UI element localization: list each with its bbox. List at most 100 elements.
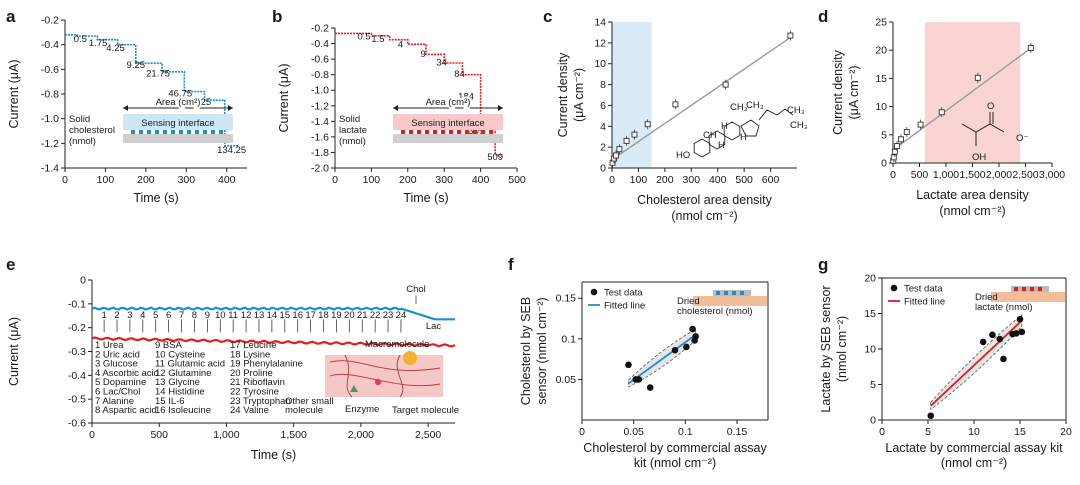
panel-e-analyte-legend: 2 Uric acid bbox=[95, 349, 140, 360]
panel-a-ytick-label: -0.6 bbox=[41, 64, 59, 76]
panel-g-ytick-label: 5 bbox=[870, 379, 876, 391]
panel-e-analyte-legend: 9 BSA bbox=[155, 340, 183, 351]
panel-c-xtick-label: 400 bbox=[709, 174, 727, 186]
panel-d-data-point bbox=[894, 143, 900, 150]
panel-b-xtick-label: 200 bbox=[399, 174, 417, 186]
panel-b-ytick-label: -1.4 bbox=[311, 116, 329, 128]
panel-g-legend-fitted-line: Fitted line bbox=[904, 297, 945, 308]
panel-e-inset-label: Other small bbox=[285, 396, 334, 407]
panel-a-ytick-label: -0.2 bbox=[41, 15, 59, 27]
panel-label-g: g bbox=[818, 255, 828, 274]
panel-e-xtick-label: 2,000 bbox=[348, 429, 374, 441]
panel-c-structure-label: HO bbox=[676, 150, 690, 161]
panel-b-xtick-label: 500 bbox=[508, 174, 526, 186]
panel-label-b: b bbox=[272, 7, 282, 26]
panel-f-legend-test-data: Test data bbox=[604, 288, 643, 299]
panel-d: 0 500 1,000 1,500 2,000 2,500 3,000 0 5 10 15 20 25 L… bbox=[831, 17, 1065, 219]
panel-c-xlabel: Cholesterol area density bbox=[637, 193, 773, 207]
panel-e-injection-label: 23 bbox=[383, 310, 394, 321]
panel-e-analyte-legend: 1 Urea bbox=[95, 340, 124, 351]
panel-f-inset-particle bbox=[732, 291, 736, 295]
panel-a-ytick-label: -0.4 bbox=[41, 39, 59, 51]
panel-label-f: f bbox=[508, 255, 514, 274]
panel-c-structure-label: CH bbox=[703, 130, 717, 141]
panel-b-xlabel: Time (s) bbox=[403, 191, 448, 205]
panel-f-test-data-point bbox=[683, 343, 690, 351]
panel-d-lactate-structure bbox=[961, 112, 1005, 146]
panel-a-solid-particle bbox=[203, 130, 207, 134]
panel-g-xtick-label: 15 bbox=[1014, 426, 1026, 438]
panel-a-xlabel: Time (s) bbox=[133, 191, 178, 205]
panel-f-test-data-point bbox=[635, 376, 643, 383]
panel-b: 0 100 200 300 400 500 -0.2 -0.4 -0.6 -0.8 -1.0 -1.2… bbox=[277, 23, 526, 206]
panel-label-a: a bbox=[6, 7, 16, 26]
panel-e-analyte-legend: 13 Glycine bbox=[155, 377, 200, 388]
panel-g-test-data-point bbox=[927, 412, 935, 420]
panel-f-test-data-point bbox=[625, 361, 632, 369]
panel-c-data-point bbox=[672, 101, 679, 108]
panel-e-injection-label: 4 bbox=[140, 310, 145, 321]
panel-g-xlabel-unit: (nmol cm⁻²) bbox=[941, 456, 1007, 470]
panel-d-fit-line bbox=[892, 46, 1033, 151]
panel-b-step-label: 0.5 bbox=[358, 32, 371, 43]
panel-c-xtick-label: 100 bbox=[630, 174, 648, 186]
panel-g-xtick-label: 10 bbox=[968, 426, 980, 438]
panel-c-structure-label: H bbox=[740, 132, 747, 143]
panel-g-test-data-point bbox=[1016, 315, 1024, 323]
panel-a-step-label: 134.25 bbox=[217, 145, 246, 156]
panel-g-test-data-point bbox=[996, 335, 1004, 343]
panel-e-analyte-legend: 22 Tyrosine bbox=[230, 387, 279, 398]
panel-e-xtick-label: 1,500 bbox=[281, 429, 307, 441]
panel-f-inset-particle bbox=[740, 291, 744, 295]
panel-b-ytick-label: -1.8 bbox=[311, 147, 329, 159]
panel-f-legend-marker-test-data bbox=[590, 288, 598, 296]
panel-e-injection-label: 17 bbox=[305, 310, 316, 321]
panel-b-step-label: 4 bbox=[398, 39, 403, 50]
panel-e-analyte-legend: 24 Valine bbox=[230, 405, 269, 416]
panel-b-step-label: 9 bbox=[420, 49, 425, 60]
panel-d-xtick-label: 2,500 bbox=[1012, 169, 1038, 181]
panel-g-inset-skin bbox=[991, 292, 1065, 302]
panel-a-step-label: 46.75 bbox=[168, 88, 192, 99]
panel-b-sensing-interface-box bbox=[393, 114, 503, 130]
panel-c-structure-label: CH₃ bbox=[746, 100, 764, 111]
panel-g-xtick-label: 5 bbox=[925, 426, 931, 438]
panel-e-injection-label: 19 bbox=[331, 310, 342, 321]
panel-b-ytick-label: -0.2 bbox=[311, 23, 329, 35]
panel-e-analyte-legend: 7 Alanine bbox=[95, 396, 134, 407]
panel-c-ylabel-unit: (μA cm⁻²) bbox=[572, 68, 586, 122]
panel-d-xtick-label: 2,000 bbox=[986, 169, 1012, 181]
panel-g-test-data-point bbox=[979, 338, 987, 346]
panel-g-xtick-label: 0 bbox=[879, 426, 885, 438]
panel-d-ylabel-unit: (μA cm⁻²) bbox=[847, 65, 861, 119]
panel-d-ytick-label: 5 bbox=[881, 129, 887, 141]
panel-f-xlabel-unit: kit (nmol cm⁻²) bbox=[634, 456, 716, 470]
panel-e-injection-label: 3 bbox=[127, 310, 132, 321]
panel-e-inset-small-molecule bbox=[350, 385, 358, 392]
panel-f-xtick-label: 0 bbox=[579, 426, 585, 438]
panel-f-xtick-label: 0.15 bbox=[727, 426, 748, 438]
panel-d-xtick-label: 0 bbox=[890, 169, 896, 181]
panel-e-inset-label: Enzyme bbox=[345, 404, 379, 415]
panel-c-structure-label: CH₃ bbox=[787, 105, 805, 116]
panel-b-ytick-label: -1.0 bbox=[311, 85, 329, 97]
panel-c-ytick-label: 8 bbox=[600, 79, 606, 91]
panel-label-e: e bbox=[6, 255, 15, 274]
panel-g-fitted-line bbox=[930, 319, 1023, 407]
panel-label-c: c bbox=[543, 7, 552, 26]
panel-e-injection-label: 24 bbox=[396, 310, 407, 321]
panel-e-injection-label: 9 bbox=[205, 310, 210, 321]
panel-f-xtick-label: 0.1 bbox=[678, 426, 693, 438]
panel-b-inset-title: Area (cm²) bbox=[426, 97, 471, 108]
panel-g: 0 5 10 15 20 0 5 10 15 20 Test data Fitted line Drie… bbox=[819, 273, 1072, 471]
panel-b-solid-particle bbox=[417, 130, 421, 134]
panel-b-solid-particle bbox=[465, 130, 469, 134]
panel-e-injection-label: 18 bbox=[318, 310, 329, 321]
panel-c-xlabel-unit: (nmol cm⁻²) bbox=[671, 209, 737, 223]
panel-f-xtick-label: 0.05 bbox=[623, 426, 644, 438]
panel-b-ytick-label: -1.2 bbox=[311, 100, 329, 112]
panel-b-solid-particle bbox=[425, 130, 429, 134]
panel-a-solid-particle bbox=[163, 130, 167, 134]
panel-d-xtick-label: 1,500 bbox=[959, 169, 985, 181]
